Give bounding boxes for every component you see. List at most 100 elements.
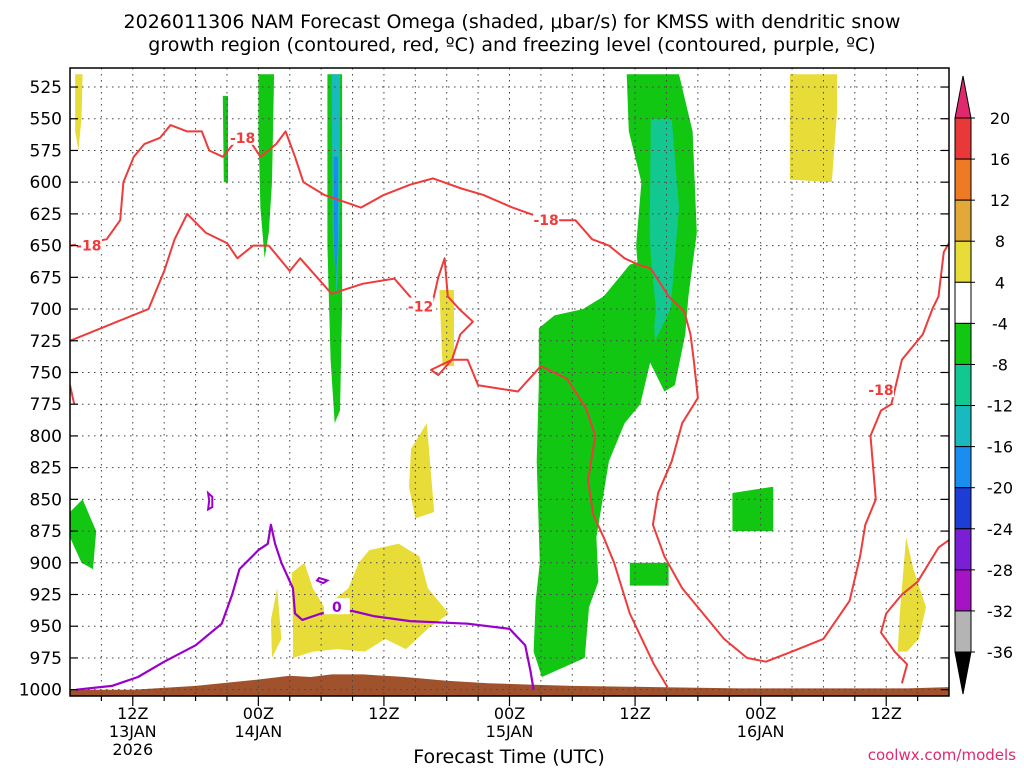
colorbar-swatch-6 [954,322,972,365]
colorbar: 20 16 12 8 4 -4 -8 -12 -16 -20 -24 -28 -32 -36 [954,75,1013,695]
x-axis-label: Forecast Time (UTC) [413,746,604,768]
x-tick-label-3: 00Z [494,704,525,723]
x-tick-label-0: 12Z [117,704,148,723]
colorbar-bottom-arrow [954,651,972,695]
x-tick-date-5: 16JAN [737,722,785,741]
x-tick-label-5: 00Z [745,704,776,723]
omega-region-11 [75,74,83,151]
credit-text: coolwx.com/models [868,746,1016,764]
contour-lines [70,124,949,691]
colorbar-label-5: -4 [992,314,1008,333]
y-tick-label-11: 800 [30,427,62,447]
y-tick-label-2: 575 [30,141,62,161]
contour-label-3: -12 [408,300,433,316]
y-tick-label-8: 725 [30,332,62,352]
omega-region-16 [270,588,282,658]
contour-label-bg-2 [533,211,560,228]
colorbar-label-4: 4 [995,273,1005,292]
freezing-level-contour [76,523,535,691]
x-tick-date-0: 13JAN [109,722,157,741]
omega-region-7 [533,258,656,677]
y-tick-label-6: 675 [30,268,62,288]
y-tick-label-19: 1000 [19,681,62,701]
y-tick-label-5: 650 [30,237,62,257]
chart-title-line2: growth region (contoured, red, ºC) and f… [148,34,875,56]
y-tick-label-13: 850 [30,490,62,510]
contour-label-bg-3 [407,297,434,314]
colorbar-swatch-10 [954,487,972,530]
y-tick-label-18: 975 [30,649,62,669]
colorbar-label-13: -36 [987,643,1013,662]
omega-region-0 [258,74,275,259]
y-tick-label-4: 625 [30,205,62,225]
colorbar-label-1: 16 [990,150,1010,169]
terrain-fill [70,674,949,696]
dendritic-contour-0 [70,212,669,688]
contour-label-1: -18 [76,239,101,255]
colorbar-label-10: -24 [987,520,1013,539]
omega-region-8 [629,562,669,586]
omega-shading [70,74,926,677]
omega-region-15 [291,543,449,658]
colorbar-swatch-7 [954,363,972,407]
contour-label-bg-0 [229,128,256,145]
omega-region-6 [649,118,679,341]
omega-region-10 [70,499,97,570]
contour-label-4: -18 [868,383,893,399]
omega-region-12 [789,74,837,183]
colorbar-swatch-12 [954,569,972,612]
omega-region-17 [897,537,926,652]
colorbar-label-3: 8 [995,232,1005,251]
y-tick-label-3: 600 [30,173,62,193]
colorbar-swatch-3 [954,199,972,242]
colorbar-label-7: -12 [987,397,1013,416]
colorbar-swatch-13 [954,610,972,653]
colorbar-top-arrow [954,75,972,119]
colorbar-label-9: -20 [987,479,1013,498]
colorbar-swatch-1 [954,117,972,160]
contour-label-bg-4 [867,381,894,398]
x-tick-label-1: 00Z [243,704,274,723]
colorbar-swatch-4 [954,240,972,283]
dendritic-contour-1 [70,124,949,663]
y-axis: 525 550 575 600 625 650 675 700 725 750 775 800 825 8… [19,78,949,701]
y-tick-label-14: 875 [30,522,62,542]
colorbar-label-11: -28 [987,561,1013,580]
colorbar-swatch-11 [954,528,972,571]
y-tick-label-10: 775 [30,395,62,415]
small-contour-1 [315,576,330,585]
contour-labels: -18 -18 -18 -12 -18 0 [75,128,894,616]
contour-label-bg-5 [323,598,350,615]
y-tick-label-15: 900 [30,554,62,574]
x-tick-label-6: 12Z [871,704,902,723]
colorbar-swatch-2 [954,158,972,201]
contour-label-0: -18 [230,131,255,147]
plot-grid [70,68,949,696]
colorbar-label-8: -16 [987,438,1013,457]
omega-region-3 [333,156,338,284]
colorbar-swatch-8 [954,405,972,448]
x-tick-date-1: 14JAN [234,722,282,741]
dendritic-contour-3 [880,539,949,684]
x-tick-date-3: 15JAN [486,722,534,741]
y-tick-label-17: 950 [30,617,62,637]
x-tick-label-2: 12Z [368,704,399,723]
colorbar-label-6: -8 [992,355,1008,374]
contour-label-2: -18 [533,213,558,229]
omega-region-9 [732,486,774,532]
x-tick-year-0: 2026 [112,740,153,759]
terrain-polygon [70,674,949,696]
colorbar-swatch-5 [954,281,972,324]
omega-region-4 [222,95,228,183]
y-tick-label-16: 925 [30,586,62,606]
colorbar-label-0: 20 [990,109,1010,128]
contour-label-bg-1 [75,236,102,253]
colorbar-swatch-9 [954,446,972,489]
x-tick-label-4: 12Z [619,704,650,723]
colorbar-label-2: 12 [990,191,1010,210]
chart-title-line1: 2026011306 NAM Forecast Omega (shaded, μ… [124,11,901,33]
y-tick-label-7: 700 [30,300,62,320]
y-tick-label-9: 750 [30,363,62,383]
